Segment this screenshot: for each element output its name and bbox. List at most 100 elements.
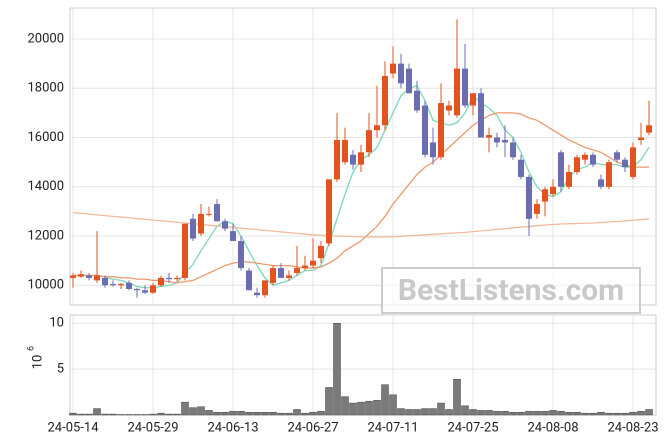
volume-bar (597, 411, 605, 416)
volume-bar (541, 411, 549, 416)
candle-body (78, 274, 84, 277)
volume-bar (333, 323, 341, 416)
candle-body (310, 260, 316, 266)
candle-body (350, 154, 356, 165)
volume-bar (413, 409, 421, 416)
volume-bar (637, 411, 645, 416)
moving-average-line (73, 112, 649, 284)
volume-bar (165, 413, 173, 416)
candle-body (198, 213, 204, 234)
candle-body (558, 152, 564, 187)
volume-bar (109, 413, 117, 416)
volume-bar (149, 413, 157, 416)
candle-body (614, 152, 620, 160)
candle-body (574, 157, 580, 173)
candle-body (174, 277, 180, 280)
volume-bar (549, 410, 557, 416)
volume-bar (493, 411, 501, 416)
volume-bar (533, 411, 541, 416)
volume-bar (77, 413, 85, 416)
candle-body (590, 154, 596, 165)
volume-bar (101, 413, 109, 416)
volume-bar (285, 412, 293, 416)
candle-body (478, 93, 484, 138)
volume-bar (581, 412, 589, 416)
y-tick-label: 16000 (27, 130, 64, 145)
volume-bar (85, 413, 93, 416)
unit-base: 10 (30, 355, 45, 370)
candle-body (150, 285, 156, 293)
candle-body (270, 268, 276, 283)
candle-body (262, 280, 268, 296)
volume-bar (269, 411, 277, 416)
volume-bar (221, 411, 229, 416)
candle-body (286, 275, 292, 278)
candle-body (422, 105, 428, 155)
candle-body (118, 284, 124, 286)
volume-bar (293, 409, 301, 416)
candle-body (430, 142, 436, 158)
volume-bar (645, 409, 653, 416)
candle-body (438, 103, 444, 158)
unit-exponent: 6 (26, 346, 36, 351)
volume-bar (381, 384, 389, 416)
volume-bar (373, 400, 381, 416)
y-tick-label: 14000 (27, 179, 64, 194)
candle-body (238, 240, 244, 269)
candle-body (142, 290, 148, 293)
candle-body (406, 68, 412, 94)
volume-bar (189, 407, 197, 416)
candle-body (342, 140, 348, 163)
volume-bar (261, 411, 269, 416)
volume-bar (341, 396, 349, 416)
candle-body (510, 142, 516, 158)
volume-bar (501, 411, 509, 416)
candle-body (374, 125, 380, 131)
volume-bar (69, 412, 77, 416)
volume-bar (173, 413, 181, 416)
candle-body (70, 275, 76, 278)
candle-body (622, 159, 628, 168)
volume-bar (309, 411, 317, 416)
candle-body (230, 231, 236, 241)
candle-body (86, 275, 92, 278)
volume-bar (93, 408, 101, 416)
candle-body (158, 277, 164, 286)
candle-body (630, 147, 636, 177)
volume-bar (277, 412, 285, 416)
volume-bar (445, 409, 453, 416)
volume-bar (389, 394, 397, 416)
candle-body (110, 284, 116, 286)
candle-body (190, 218, 196, 239)
y-tick-label: 12000 (27, 228, 64, 243)
volume-bar (565, 411, 573, 416)
candle-body (566, 172, 572, 187)
candle-body (366, 130, 372, 153)
volume-bar (453, 378, 461, 416)
y-tick-label: 20000 (27, 31, 64, 46)
candle-body (550, 186, 556, 195)
volume-bar (349, 402, 357, 416)
candle-body (302, 265, 308, 269)
candle-body (278, 268, 284, 278)
volume-frame (69, 314, 657, 416)
candle-body (462, 68, 468, 106)
candle-body (126, 282, 132, 289)
candle-body (606, 162, 612, 187)
candle-body (446, 105, 452, 111)
watermark: BestListens.com (398, 273, 624, 308)
volume-bar (237, 411, 245, 416)
candle-body (102, 277, 108, 286)
volume-bar (317, 411, 325, 416)
candle-body (582, 154, 588, 160)
volume-bar (613, 412, 621, 416)
candle-body (390, 63, 396, 74)
x-tick-label: 24-05-29 (127, 420, 178, 435)
moving-average-line (104, 85, 650, 289)
candle-body (134, 288, 140, 291)
watermark-box (381, 267, 641, 314)
y-tick-label: 10000 (27, 278, 64, 293)
volume-bar (437, 402, 445, 416)
candle-body (294, 268, 300, 273)
